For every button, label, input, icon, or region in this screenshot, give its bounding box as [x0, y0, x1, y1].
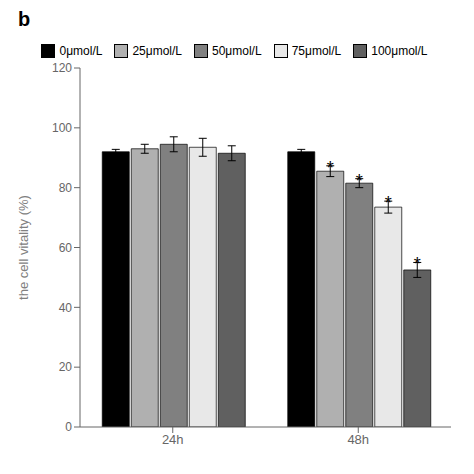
html-text:0μmol/L: 0μmol/L — [59, 44, 103, 58]
html-text:b: b — [18, 8, 31, 30]
svg-text:0: 0 — [65, 420, 72, 434]
svg-text:*: * — [385, 193, 392, 213]
svg-text:20: 20 — [59, 360, 73, 374]
svg-text:*: * — [327, 158, 334, 178]
svg-text:120: 120 — [52, 61, 72, 75]
html-text:75μmol/L: 75μmol/L — [291, 44, 342, 58]
svg-text:80: 80 — [59, 181, 73, 195]
html-text:25μmol/L: 25μmol/L — [132, 44, 182, 58]
svg-text:60: 60 — [59, 241, 73, 255]
svg-text:*: * — [414, 254, 421, 274]
svg-text:40: 40 — [59, 301, 73, 315]
html-text:50μmol/L: 50μmol/L — [212, 44, 262, 58]
svg-text:*: * — [356, 171, 363, 191]
svg-text:48h: 48h — [347, 432, 369, 447]
html-text:100μmol/L: 100μmol/L — [371, 44, 428, 58]
svg-text:100: 100 — [52, 121, 72, 135]
svg-text:the cell vitality (%): the cell vitality (%) — [16, 195, 31, 300]
svg-text:24h: 24h — [162, 432, 184, 447]
